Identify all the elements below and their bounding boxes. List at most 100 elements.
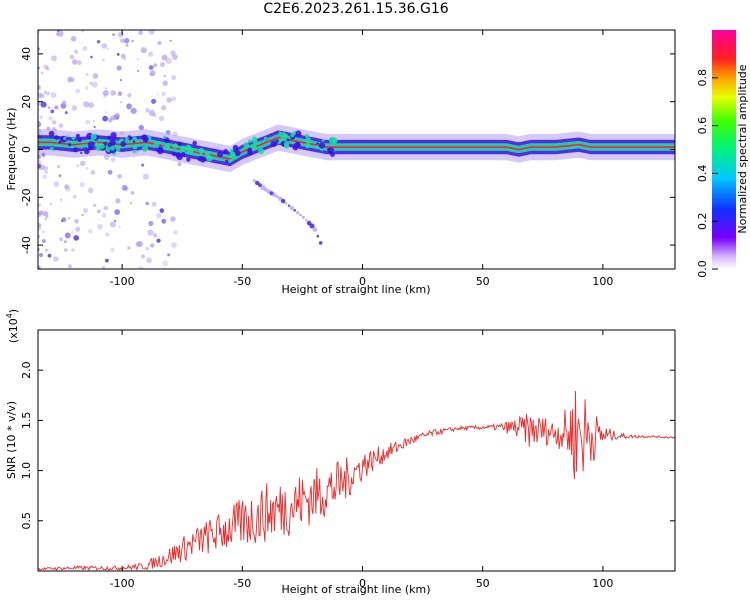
- spectrogram-ridge-blob: [109, 139, 116, 146]
- spectrogram-noise-point: [76, 60, 82, 66]
- spectrogram-noise-point: [38, 87, 42, 91]
- spectrogram-noise-point: [58, 123, 64, 128]
- spectrogram-noise-point: [102, 58, 105, 62]
- spectrogram-noise-point: [64, 248, 68, 252]
- spectrogram-noise-point: [85, 119, 91, 125]
- spectrogram-noise-point: [64, 232, 71, 239]
- spectrogram-branch-point: [284, 202, 288, 205]
- spectrogram-noise-point: [109, 221, 117, 228]
- spectrogram-noise-point: [147, 229, 154, 236]
- spectrogram-noise-point: [104, 111, 107, 114]
- spectrogram-noise-point: [171, 96, 176, 102]
- spectrogram-noise-point: [39, 93, 45, 99]
- spectrogram-noise-point: [49, 202, 53, 206]
- spectrogram-ridge-blob: [132, 150, 136, 154]
- spectrogram-noise-point: [75, 226, 81, 232]
- spectrogram-noise-point: [64, 185, 67, 189]
- spectrogram-noise-point: [61, 219, 64, 222]
- spectrogram-noise-point: [92, 203, 97, 208]
- spectrogram-noise-point: [115, 112, 120, 118]
- spectrogram-noise-point: [62, 100, 66, 105]
- snr-y-ticks: 0.5 1.0 1.5 2.0: [20, 361, 675, 530]
- spectrogram-noise-point: [102, 90, 109, 96]
- spectrogram-ridge-blob: [275, 139, 279, 143]
- spectrogram-ridge-blob: [304, 133, 310, 138]
- spectrogram-ridge-blob: [75, 133, 80, 138]
- spectrogram-noise-point: [102, 265, 106, 269]
- spectrogram-noise-point: [57, 30, 64, 37]
- spectrogram-noise-point: [53, 256, 59, 262]
- spectrogram-ridge-blob: [177, 141, 183, 147]
- spectrogram-noise-point: [51, 55, 57, 62]
- spectrogram-noise-point: [42, 211, 49, 217]
- spectrogram-noise-point: [76, 164, 79, 167]
- spectrogram-ridge-blob: [110, 145, 115, 151]
- spectrogram-noise-point: [137, 69, 140, 72]
- spectrogram-noise-point: [107, 47, 110, 50]
- spectrogram-noise-point: [138, 124, 144, 131]
- spectrogram-noise-point: [145, 201, 149, 206]
- spectrogram-noise-point: [141, 163, 145, 167]
- spectrogram-noise-point: [38, 265, 43, 269]
- spectrogram-branch-point: [260, 184, 266, 191]
- spectrogram-noise-point: [166, 97, 172, 103]
- spectrogram-ridge-blob: [327, 148, 330, 151]
- spectrogram-noise-point: [56, 30, 60, 33]
- spectrogram-noise-point: [107, 169, 113, 175]
- spectrogram-noise-point: [148, 220, 154, 227]
- spectrogram-noise-point: [112, 33, 115, 36]
- spectrogram-ridge-blob: [132, 145, 138, 150]
- colorbar-ticks: 0.0 0.2 0.4 0.6 0.8: [696, 69, 718, 278]
- spectrogram-noise-point: [156, 213, 162, 219]
- spectrogram-noise-point: [148, 30, 155, 35]
- spectrogram-branch-point: [289, 205, 294, 211]
- spectrogram-ridge-blob: [77, 137, 82, 142]
- spectrogram-noise-point: [162, 80, 168, 86]
- spectrogram-branch-point: [293, 209, 297, 212]
- spectrogram-ridge-blob: [305, 137, 312, 143]
- spectrogram-ridge-blob: [98, 143, 105, 150]
- spectrogram-ridge-blob: [153, 142, 160, 149]
- spectrogram-noise-point: [69, 54, 75, 60]
- spectrogram-branch-point: [275, 195, 279, 199]
- spectrogram-noise-point: [117, 31, 124, 38]
- spectrogram-noise-point: [68, 264, 72, 268]
- spectrogram-noise-point: [97, 223, 103, 230]
- spectrogram-ridge-blob: [263, 136, 268, 141]
- spectrogram-noise-point: [123, 186, 129, 192]
- spectrogram-ridge-blob: [125, 136, 129, 141]
- spectrogram-x-tick-label: -50: [233, 275, 251, 288]
- spectrogram-noise-point: [171, 75, 177, 81]
- spectrogram-noise-point: [171, 242, 177, 248]
- spectrogram-noise-point: [127, 246, 131, 250]
- spectrogram-noise-point: [148, 65, 154, 70]
- spectrogram-noise-point: [115, 198, 121, 204]
- spectrogram-noise-point: [165, 58, 172, 65]
- spectrogram-noise-point: [146, 257, 152, 264]
- spectrogram-noise-point: [91, 81, 98, 88]
- spectrogram-x-tick-label: 50: [476, 275, 490, 288]
- spectrogram-noise-point: [145, 247, 149, 251]
- spectrogram-noise-point: [85, 73, 89, 76]
- spectrogram-noise-point: [85, 166, 89, 170]
- spectrogram-noise-point: [113, 116, 117, 120]
- spectrogram-ridge-blob: [295, 130, 302, 137]
- spectrogram-noise-point: [42, 174, 47, 179]
- spectrogram-noise-point: [71, 248, 75, 252]
- spectrogram-noise-point: [158, 115, 164, 122]
- spectrogram-noise-point: [74, 49, 78, 54]
- spectrogram-x-ticks: -100 -50 0 50 100: [110, 30, 613, 288]
- spectrogram-ridge-blob: [87, 141, 95, 149]
- spectrogram-noise-point: [130, 107, 137, 114]
- spectrogram-noise-point: [80, 160, 86, 167]
- spectrogram-ridge-mid: [38, 133, 675, 163]
- spectrogram-ridge-blob: [71, 136, 76, 140]
- spectrogram-ridge-blob: [294, 141, 301, 149]
- colorbar-tick-label: 0.6: [696, 117, 709, 135]
- spectrogram-ridge-blob: [132, 136, 138, 142]
- spectrogram-noise-point: [120, 53, 126, 59]
- spectrogram-noise-point: [173, 230, 178, 235]
- spectrogram-branch-point: [252, 179, 256, 183]
- spectrogram-ridge-blob: [199, 156, 206, 163]
- spectrogram-noise-point: [148, 109, 155, 117]
